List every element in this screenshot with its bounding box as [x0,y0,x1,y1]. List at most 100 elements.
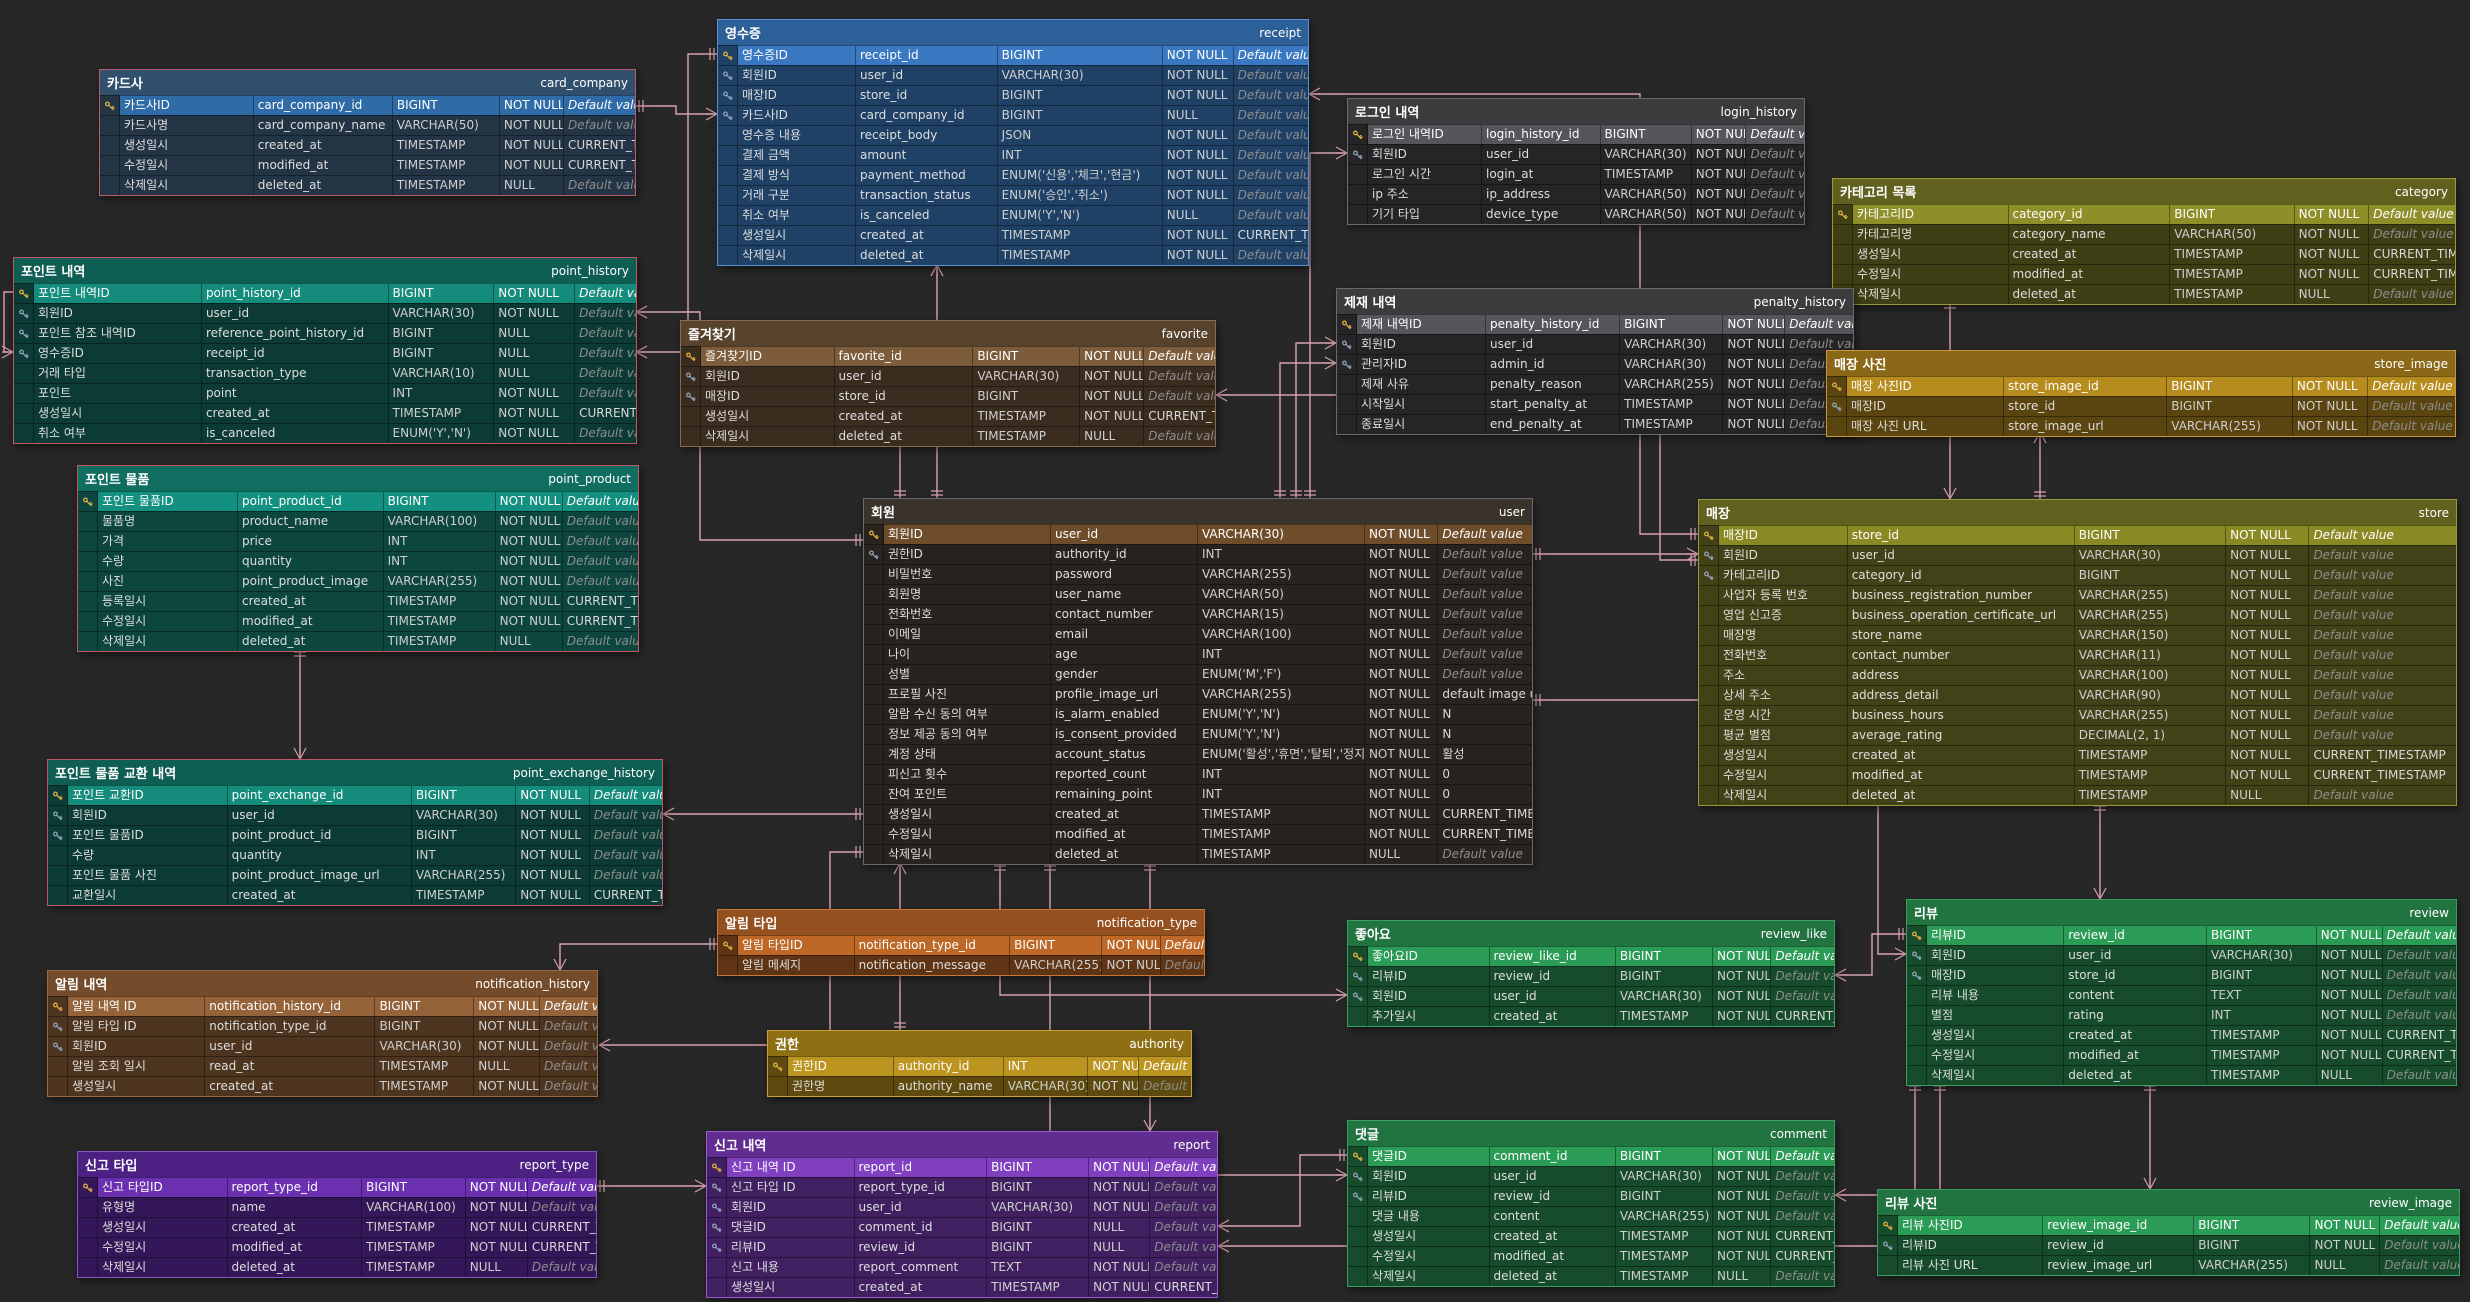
table-report-type[interactable]: 신고 타입 report_type 신고 타입ID report_type_id BIG… [77,1151,597,1278]
column-row[interactable]: 카테고리ID category_id BIGINT NOT NULL Default v… [1699,565,2456,585]
column-row[interactable]: 전화번호 contact_number VARCHAR(11) NOT NULL Def… [1699,645,2456,665]
column-row[interactable]: 취소 여부 is_canceled ENUM('Y','N') NULL Default… [718,205,1308,225]
column-row[interactable]: 물품명 product_name VARCHAR(100) NOT NULL Defau… [78,511,638,531]
column-row[interactable]: 피신고 횟수 reported_count INT NOT NULL 0 [864,764,1532,784]
column-row[interactable]: 카드사ID card_company_id BIGINT NOT NULL Defaul… [100,95,635,115]
table-login-history[interactable]: 로그인 내역 login_history 로그인 내역ID login_history… [1347,98,1805,225]
column-row[interactable]: 거래 타입 transaction_type VARCHAR(10) NULL Defa… [14,363,636,383]
column-row[interactable]: 회원명 user_name VARCHAR(50) NOT NULL Default v… [864,584,1532,604]
table-title-bar[interactable]: 권한 authority [768,1031,1191,1056]
table-title-bar[interactable]: 로그인 내역 login_history [1348,99,1804,124]
column-row[interactable]: 종료일시 end_penalty_at TIMESTAMP NOT NULL Defau… [1337,414,1853,434]
column-row[interactable]: 포인트 참조 내역ID reference_point_history_id BIG… [14,323,636,343]
column-row[interactable]: 제재 내역ID penalty_history_id BIGINT NOT NULL D… [1337,314,1853,334]
column-row[interactable]: 영수증ID receipt_id BIGINT NOT NULL Default val… [718,45,1308,65]
column-row[interactable]: 프로필 사진 profile_image_url VARCHAR(255) NOT N… [864,684,1532,704]
column-row[interactable]: 포인트 물품ID point_product_id BIGINT NOT NULL De… [78,491,638,511]
column-row[interactable]: 주소 address VARCHAR(100) NOT NULL Default val… [1699,665,2456,685]
column-row[interactable]: 잔여 포인트 remaining_point INT NOT NULL 0 [864,784,1532,804]
column-row[interactable]: 등록일시 created_at TIMESTAMP NOT NULL CURRENT_T… [78,591,638,611]
column-row[interactable]: 사업자 등록 번호 business_registration_number VAR… [1699,585,2456,605]
column-row[interactable]: 이메일 email VARCHAR(100) NOT NULL Default valu… [864,624,1532,644]
column-row[interactable]: 카드사명 card_company_name VARCHAR(50) NOT NULL… [100,115,635,135]
table-title-bar[interactable]: 회원 user [864,499,1532,524]
table-title-bar[interactable]: 제재 내역 penalty_history [1337,289,1853,314]
table-title-bar[interactable]: 매장 store [1699,500,2456,525]
column-row[interactable]: 신고 내용 report_comment TEXT NOT NULL Default v… [707,1257,1217,1277]
column-row[interactable]: 취소 여부 is_canceled ENUM('Y','N') NOT NULL Def… [14,423,636,443]
column-row[interactable]: 성별 gender ENUM('M','F') NOT NULL Default val… [864,664,1532,684]
table-title-bar[interactable]: 알림 내역 notification_history [48,971,597,996]
table-title-bar[interactable]: 카테고리 목록 category [1833,179,2455,204]
column-row[interactable]: 전화번호 contact_number VARCHAR(15) NOT NULL Def… [864,604,1532,624]
column-row[interactable]: 사진 point_product_image VARCHAR(255) NOT NUL… [78,571,638,591]
column-row[interactable]: 영수증 내용 receipt_body JSON NOT NULL Default va… [718,125,1308,145]
column-row[interactable]: 포인트 내역ID point_history_id BIGINT NOT NULL De… [14,283,636,303]
column-row[interactable]: 포인트 물품ID point_product_id BIGINT NOT NULL De… [48,825,662,845]
table-title-bar[interactable]: 리뷰 사진 review_image [1878,1190,2459,1215]
table-title-bar[interactable]: 신고 내역 report [707,1132,1217,1157]
table-title-bar[interactable]: 신고 타입 report_type [78,1152,596,1177]
column-row[interactable]: 영업 신고증 business_operation_certificate_url… [1699,605,2456,625]
column-row[interactable]: 결제 방식 payment_method ENUM('신용','체크','현금') N… [718,165,1308,185]
table-notification-type[interactable]: 알림 타입 notification_type 알림 타입ID notificatio… [717,909,1205,976]
column-row[interactable]: 거래 구분 transaction_status ENUM('승인','취소') NO… [718,185,1308,205]
column-row[interactable]: 리뷰 사진ID review_image_id BIGINT NOT NULL Defa… [1878,1215,2459,1235]
table-point-product[interactable]: 포인트 물품 point_product 포인트 물품ID point_product… [77,465,639,652]
table-title-bar[interactable]: 카드사 card_company [100,70,635,95]
table-title-bar[interactable]: 리뷰 review [1907,900,2456,925]
column-row[interactable]: 정보 제공 동의 여부 is_consent_provided ENUM('Y','… [864,724,1532,744]
column-row[interactable]: 카테고리ID category_id BIGINT NOT NULL Default v… [1833,204,2455,224]
table-point-history[interactable]: 포인트 내역 point_history 포인트 내역ID point_history… [13,257,637,444]
table-review-image[interactable]: 리뷰 사진 review_image 리뷰 사진ID review_image_id B… [1877,1189,2460,1276]
table-review[interactable]: 리뷰 review 리뷰ID review_id BIGINT NOT NULL Defau… [1906,899,2457,1086]
column-row[interactable]: 즐겨찾기ID favorite_id BIGINT NOT NULL Default v… [681,346,1215,366]
table-review-like[interactable]: 좋아요 review_like 좋아요ID review_like_id BIGINT N… [1347,920,1835,1027]
column-row[interactable]: 신고 타입ID report_type_id BIGINT NOT NULL Defau… [78,1177,596,1197]
